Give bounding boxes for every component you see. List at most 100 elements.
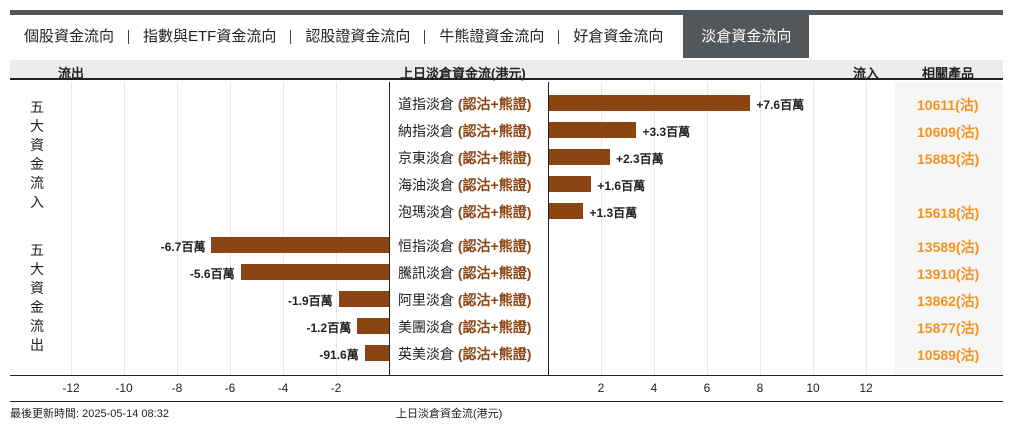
type-suffix: (認沽+熊證) <box>457 319 532 335</box>
tab-separator <box>424 29 426 44</box>
x-tick-label: -12 <box>62 381 80 395</box>
flow-value-label: +3.3百萬 <box>642 125 691 139</box>
products-column <box>895 82 1003 376</box>
underlying-name: 道指淡倉 <box>398 96 454 112</box>
flow-value-label: -91.6萬 <box>319 348 359 362</box>
gridline <box>707 82 708 375</box>
gridline <box>124 82 125 375</box>
chart-title: 上日淡倉資金流(港元) <box>400 66 526 81</box>
product-link[interactable]: 15618(沽) <box>917 205 980 221</box>
row-name: 道指淡倉 (認沽+熊證) <box>398 94 531 114</box>
underlying-name: 納指淡倉 <box>398 123 454 139</box>
underlying-name: 京東淡倉 <box>398 150 454 166</box>
x-tick-label: 8 <box>756 381 764 395</box>
product-link[interactable]: 10589(沽) <box>917 347 980 363</box>
gridline <box>177 82 178 375</box>
flow-value-label: -5.6百萬 <box>189 267 235 281</box>
row-name: 泡瑪淡倉 (認沽+熊證) <box>398 202 531 222</box>
gridline <box>866 82 867 375</box>
underlying-name: 美團淡倉 <box>398 319 454 335</box>
type-suffix: (認沽+熊證) <box>457 177 532 193</box>
row-name: 納指淡倉 (認沽+熊證) <box>398 121 531 141</box>
row-name: 阿里淡倉 (認沽+熊證) <box>398 290 531 310</box>
type-suffix: (認沽+熊證) <box>457 204 532 220</box>
product-link[interactable]: 13589(沽) <box>917 239 980 255</box>
x-tick-label: -4 <box>277 381 289 395</box>
x-axis <box>10 375 1003 376</box>
x-tick-label: 4 <box>650 381 658 395</box>
product-link[interactable]: 13910(沽) <box>917 266 980 282</box>
gridline <box>230 82 231 375</box>
flow-bar <box>211 237 389 253</box>
flow-value-label: -1.9百萬 <box>287 294 333 308</box>
underlying-name: 騰訊淡倉 <box>398 265 454 281</box>
flow-bar <box>338 291 389 307</box>
flow-value-label: +2.3百萬 <box>615 152 664 166</box>
product-link[interactable]: 10611(沽) <box>917 97 979 113</box>
gridline <box>813 82 814 375</box>
tab-stock-flow[interactable]: 個股資金流向 <box>24 28 115 45</box>
gridline <box>654 82 655 375</box>
x-tick-label: -10 <box>115 381 133 395</box>
product-link[interactable]: 13862(沽) <box>917 293 980 309</box>
row-name: 美團淡倉 (認沽+熊證) <box>398 317 531 337</box>
flow-value-label: +7.6百萬 <box>756 98 805 112</box>
underlying-name: 海油淡倉 <box>398 177 454 193</box>
tab-bar: 個股資金流向 指數與ETF資金流向 認股證資金流向 牛熊證資金流向 好倉資金流向… <box>10 15 810 58</box>
underlying-name: 恒指淡倉 <box>398 238 454 254</box>
row-name: 海油淡倉 (認沽+熊證) <box>398 175 531 195</box>
gridline <box>336 82 337 375</box>
x-tick-label: -6 <box>224 381 236 395</box>
top-bar <box>10 10 1003 15</box>
footer-divider <box>10 401 1003 402</box>
tab-separator <box>128 29 130 44</box>
x-tick-label: 12 <box>859 381 873 395</box>
type-suffix: (認沽+熊證) <box>457 346 532 362</box>
type-suffix: (認沽+熊證) <box>457 96 532 112</box>
tab-cbbc-flow[interactable]: 牛熊證資金流向 <box>439 28 545 45</box>
flow-bar <box>364 345 389 361</box>
top-outflow-label: 五大資金流出 <box>30 242 44 353</box>
flow-bar <box>357 318 389 334</box>
x-tick-label: 6 <box>703 381 711 395</box>
x-axis-label: 上日淡倉資金流(港元) <box>396 408 503 420</box>
row-name: 英美淡倉 (認沽+熊證) <box>398 344 531 364</box>
inflow-header: 流入 <box>853 66 880 81</box>
top-inflow-label: 五大資金流入 <box>30 99 44 210</box>
product-link[interactable]: 15883(沽) <box>917 151 980 167</box>
tab-index-etf-flow[interactable]: 指數與ETF資金流向 <box>143 28 277 45</box>
outflow-header: 流出 <box>58 66 85 81</box>
underlying-name: 英美淡倉 <box>398 346 454 362</box>
type-suffix: (認沽+熊證) <box>457 292 532 308</box>
table-header: 流出 上日淡倉資金流(港元) 流入 相關產品 <box>10 60 1003 81</box>
product-link[interactable]: 15877(沽) <box>917 320 980 336</box>
underlying-name: 泡瑪淡倉 <box>398 204 454 220</box>
x-tick-label: 2 <box>597 381 605 395</box>
tab-separator <box>290 29 292 44</box>
gridline <box>760 82 761 375</box>
row-name: 恒指淡倉 (認沽+熊證) <box>398 236 531 256</box>
flow-value-label: +1.3百萬 <box>589 206 638 220</box>
flow-bar <box>549 122 637 138</box>
type-suffix: (認沽+熊證) <box>457 238 532 254</box>
flow-value-label: -6.7百萬 <box>160 240 206 254</box>
zero-line-left <box>389 82 390 376</box>
flow-value-label: +1.6百萬 <box>597 179 646 193</box>
flow-bar <box>549 203 584 219</box>
flow-bar <box>549 149 610 165</box>
type-suffix: (認沽+熊證) <box>457 123 532 139</box>
product-link[interactable]: 10609(沽) <box>917 124 980 140</box>
tab-long-flow[interactable]: 好倉資金流向 <box>573 28 664 45</box>
flow-bar <box>549 176 592 192</box>
type-suffix: (認沽+熊證) <box>457 150 532 166</box>
tab-short-flow[interactable]: 淡倉資金流向 <box>683 15 810 58</box>
x-tick-label: -8 <box>171 381 183 395</box>
flow-bar <box>240 264 389 280</box>
tab-warrant-flow[interactable]: 認股證資金流向 <box>305 28 411 45</box>
underlying-name: 阿里淡倉 <box>398 292 454 308</box>
gridline <box>71 82 72 375</box>
gridline <box>601 82 602 375</box>
row-name: 騰訊淡倉 (認沽+熊證) <box>398 263 531 283</box>
flow-bar <box>549 95 751 111</box>
tab-separator <box>558 29 560 44</box>
